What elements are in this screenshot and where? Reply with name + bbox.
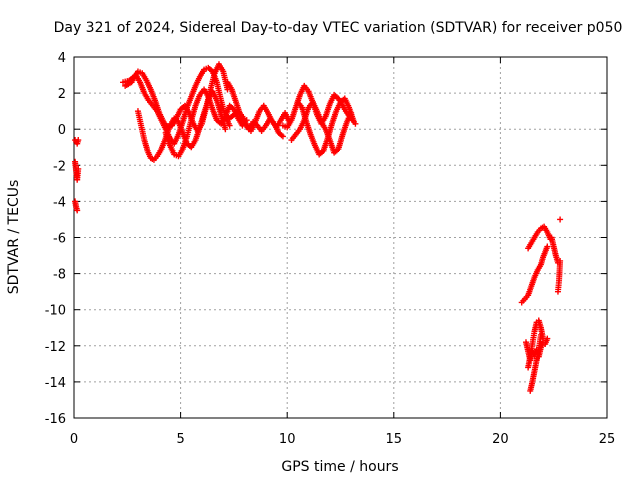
x-tick-label: 15 [386, 432, 403, 447]
chart-title: Day 321 of 2024, Sidereal Day-to-day VTE… [54, 20, 623, 36]
data-point [352, 120, 359, 127]
grid-lines [74, 57, 607, 418]
y-axis-label: SDTVAR / TECUs [6, 180, 22, 295]
x-axis-label: GPS time / hours [281, 459, 398, 475]
y-tick-label: -8 [53, 268, 66, 283]
data-points [72, 61, 564, 394]
y-tick-label: -14 [45, 376, 66, 391]
y-tick-label: 2 [58, 87, 66, 102]
y-tick-label: 4 [58, 51, 66, 66]
series-track [162, 86, 250, 160]
data-point [222, 126, 229, 133]
x-tick-label: 5 [176, 432, 184, 447]
x-tick-label: 10 [279, 432, 296, 447]
x-tick-label: 20 [492, 432, 509, 447]
y-tick-label: -10 [45, 304, 66, 319]
y-tick-label: -4 [53, 195, 66, 210]
y-tick-label: -12 [45, 340, 66, 355]
x-tick-label: 25 [599, 432, 616, 447]
x-tick-label: 0 [70, 432, 78, 447]
series-track [72, 198, 81, 214]
axis-ticks: 0 5 10 15 20 25 -16 -14 -12 -10 -8 -6 -4 -2 0 2 4 [45, 51, 616, 447]
series-track [548, 234, 564, 295]
y-tick-label: -6 [53, 232, 66, 247]
series-track [224, 79, 286, 140]
y-tick-label: 0 [58, 123, 66, 138]
data-point [554, 288, 561, 295]
data-point [544, 243, 551, 250]
data-point [226, 122, 233, 129]
data-point [75, 165, 82, 172]
series-track [557, 216, 564, 223]
series-track [294, 95, 357, 158]
series-track [72, 137, 82, 147]
data-point [75, 137, 82, 144]
data-point [540, 335, 547, 342]
data-point [557, 216, 564, 223]
series-track [518, 243, 551, 306]
y-tick-label: -2 [53, 159, 66, 174]
series-track [525, 317, 547, 371]
y-tick-label: -16 [45, 412, 66, 427]
data-point [350, 117, 357, 124]
data-point [279, 133, 286, 140]
data-point [74, 207, 81, 214]
series-track [72, 158, 82, 183]
